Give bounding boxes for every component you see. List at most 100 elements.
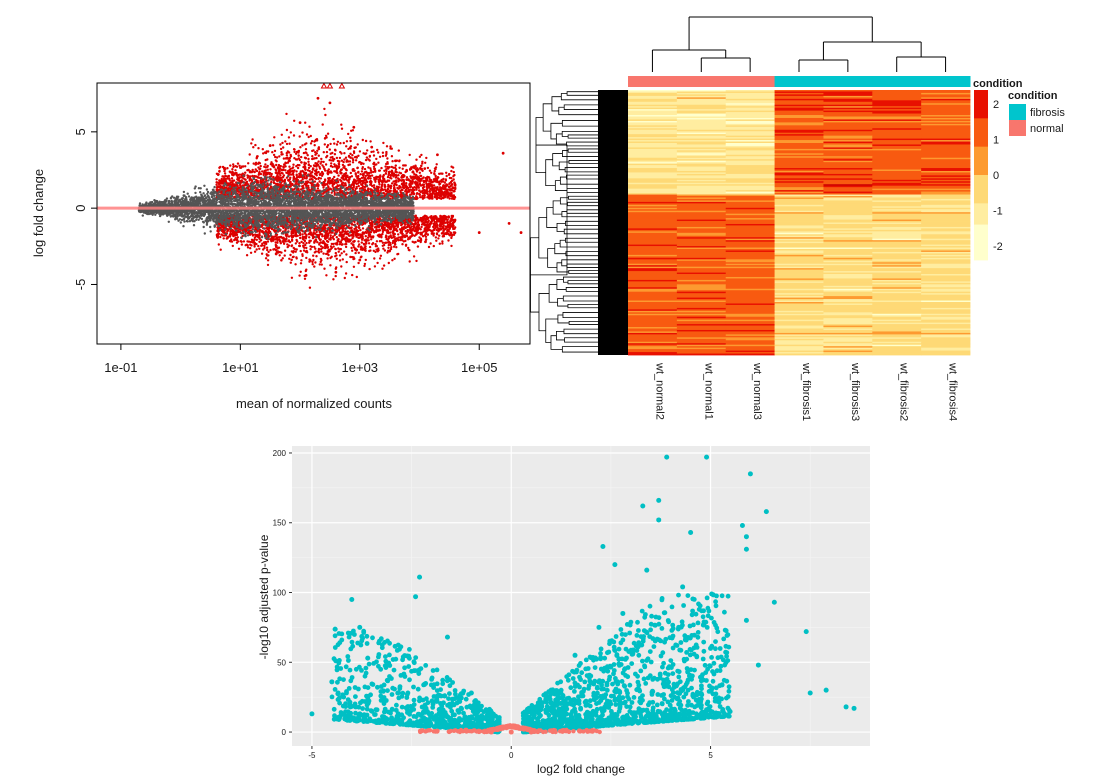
heatmap-cell: [921, 293, 971, 296]
volcano-data-point: [743, 534, 749, 540]
heatmap-cell: [725, 256, 775, 259]
heatmap-cell: [725, 168, 775, 170]
heatmap-cell: [872, 262, 922, 265]
heatmap-cell: [628, 151, 678, 154]
heatmap-cell: [774, 287, 824, 290]
heatmap-cell: [921, 343, 971, 346]
volcano-data-point: [468, 690, 474, 696]
volcano-data-point: [823, 687, 829, 693]
heatmap-cell: [921, 334, 971, 337]
heatmap-cell: [628, 337, 678, 340]
heatmap-cell: [872, 287, 922, 290]
heatmap-cell: [823, 90, 873, 92]
ma-data-point: [316, 96, 320, 100]
heatmap-cell: [921, 95, 971, 98]
heatmap-cell: [774, 92, 824, 95]
heatmap-cell: [628, 194, 678, 197]
heatmap-cell: [725, 307, 775, 310]
heatmap-cell: [872, 322, 922, 325]
heatmap-cell: [921, 126, 971, 129]
heatmap-cell: [628, 125, 678, 128]
heatmap-cell: [628, 143, 678, 145]
heatmap-cell: [872, 346, 922, 349]
heatmap-cell: [921, 279, 971, 282]
heatmap-cell: [628, 246, 678, 248]
heatmap-cell: [628, 244, 678, 247]
color-scale-tick-label: -2: [993, 241, 1003, 253]
heatmap-cell: [725, 294, 775, 297]
heatmap-cell: [628, 173, 678, 176]
heatmap-cell: [823, 276, 873, 279]
heatmap-cell: [774, 235, 824, 238]
heatmap-cell: [725, 97, 775, 100]
heatmap-cell: [921, 156, 971, 159]
heatmap-cell: [676, 306, 727, 309]
heatmap-cell: [676, 153, 727, 156]
heatmap-cell: [628, 129, 678, 132]
heatmap-cell: [725, 115, 775, 117]
heatmap-cell: [872, 276, 922, 279]
volcano-x-tick-label: -5: [308, 751, 316, 760]
heatmap-cell: [823, 151, 873, 154]
heatmap-cell: [774, 296, 824, 298]
heatmap-cell: [872, 157, 922, 160]
heatmap-cell: [628, 266, 678, 269]
heatmap-cell: [725, 125, 775, 128]
heatmap-cell: [872, 240, 922, 243]
heatmap-cell: [628, 209, 678, 212]
heatmap-cell: [921, 212, 971, 215]
heatmap-cell: [921, 226, 971, 229]
heatmap-cell: [872, 254, 922, 257]
heatmap-cell: [921, 324, 971, 326]
heatmap-cell: [823, 321, 873, 324]
heatmap-cell: [872, 156, 922, 159]
volcano-data-point: [365, 655, 371, 661]
heatmap-cell: [921, 285, 971, 288]
heatmap-cell: [823, 165, 873, 167]
heatmap-cell: [725, 243, 775, 245]
heatmap-cell: [628, 134, 678, 137]
heatmap-cell: [872, 140, 922, 142]
color-scale-segment: [974, 132, 988, 140]
heatmap-cell: [823, 181, 873, 184]
heatmap-cell: [676, 104, 727, 107]
heatmap-cell: [725, 117, 775, 120]
heatmap-cell: [872, 160, 922, 163]
heatmap-cell: [725, 196, 775, 198]
heatmap-cell: [872, 265, 922, 268]
heatmap-cell: [872, 144, 922, 147]
heatmap-cell: [872, 221, 922, 223]
heatmap-cell: [774, 278, 824, 281]
heatmap-cell: [872, 162, 922, 165]
volcano-data-point: [680, 584, 686, 590]
heatmap-cell: [725, 251, 775, 254]
heatmap-cell: [676, 150, 727, 153]
heatmap-cell: [774, 249, 824, 251]
heatmap-cell: [676, 216, 727, 219]
heatmap-cell: [823, 218, 873, 220]
heatmap-cell: [921, 232, 971, 235]
heatmap-cell: [823, 212, 873, 215]
heatmap-cell: [725, 104, 775, 107]
heatmap-cell: [725, 231, 775, 234]
heatmap-cell: [823, 141, 873, 144]
heatmap-cell: [628, 306, 678, 309]
heatmap-cell: [725, 263, 775, 266]
heatmap-cell: [676, 210, 727, 213]
heatmap-cell: [628, 176, 678, 179]
heatmap-cell: [774, 200, 824, 203]
heatmap-cell: [628, 196, 678, 198]
heatmap-cell: [676, 198, 727, 201]
heatmap-cell: [921, 122, 971, 125]
heatmap-cell: [774, 153, 824, 156]
heatmap-cell: [725, 265, 775, 268]
volcano-y-axis-label: -log10 adjusted p-value: [257, 534, 271, 659]
heatmap-cell: [774, 244, 824, 247]
heatmap-cell: [872, 263, 922, 266]
heatmap-cell: [628, 288, 678, 291]
heatmap-cell: [628, 316, 678, 319]
heatmap-cell: [921, 223, 971, 226]
heatmap-cell: [921, 253, 971, 256]
heatmap-cell: [774, 310, 824, 313]
heatmap-cell: [774, 213, 824, 216]
